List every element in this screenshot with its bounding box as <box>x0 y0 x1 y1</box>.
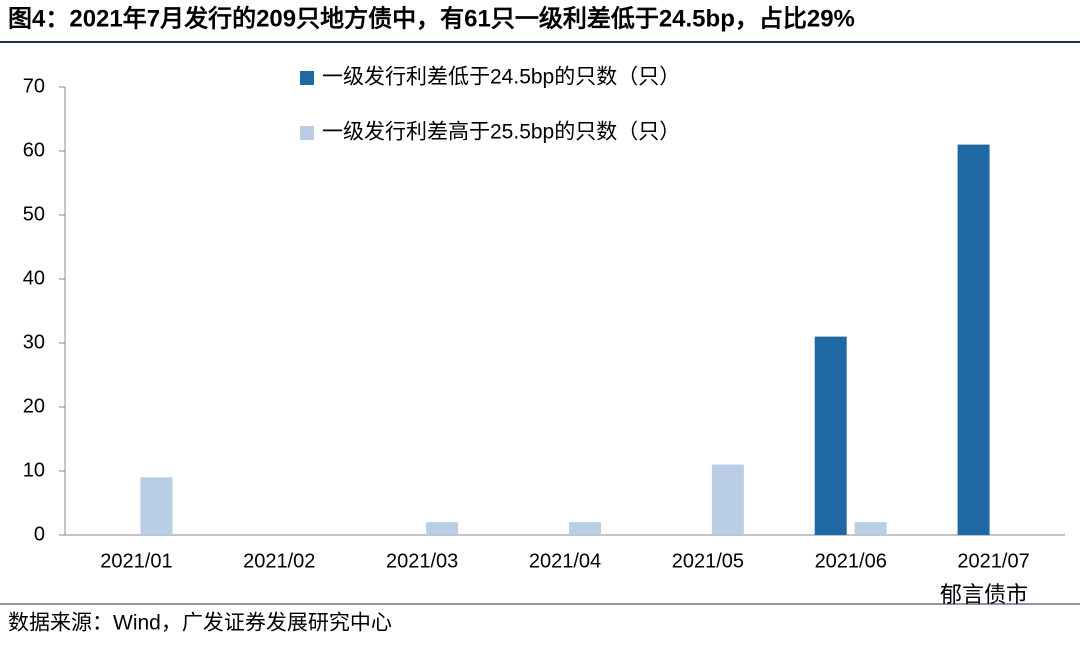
bar <box>957 144 990 535</box>
bar <box>140 477 173 535</box>
bar <box>814 336 847 535</box>
y-tick-label: 50 <box>23 203 45 225</box>
x-tick-label: 2021/03 <box>386 550 458 572</box>
legend-label: 一级发行利差低于24.5bp的只数（只） <box>322 66 680 89</box>
y-tick-label: 0 <box>34 523 45 545</box>
bar <box>854 522 887 535</box>
x-tick-label: 2021/04 <box>529 550 601 572</box>
y-tick-label: 60 <box>23 139 45 161</box>
bar <box>711 464 744 535</box>
x-tick-label: 2021/02 <box>243 550 315 572</box>
watermark: 郁言债市 <box>940 582 1028 607</box>
x-tick-label: 2021/07 <box>957 550 1029 572</box>
legend-swatch <box>300 71 314 85</box>
bar <box>426 522 459 535</box>
source: 数据来源：Wind，广发证券发展研究中心 <box>8 612 392 635</box>
x-tick-label: 2021/05 <box>672 550 744 572</box>
y-tick-label: 10 <box>23 459 45 481</box>
legend-swatch <box>300 126 314 140</box>
legend-label: 一级发行利差高于25.5bp的只数（只） <box>322 121 680 144</box>
y-tick-label: 70 <box>23 75 45 97</box>
chart-title: 图4：2021年7月发行的209只地方债中，有61只一级利差低于24.5bp，占… <box>8 4 855 32</box>
bar <box>569 522 601 535</box>
y-tick-label: 40 <box>23 267 45 289</box>
y-tick-label: 20 <box>23 395 45 417</box>
x-tick-label: 2021/06 <box>815 550 887 572</box>
x-tick-label: 2021/01 <box>100 550 172 572</box>
y-tick-label: 30 <box>23 331 45 353</box>
